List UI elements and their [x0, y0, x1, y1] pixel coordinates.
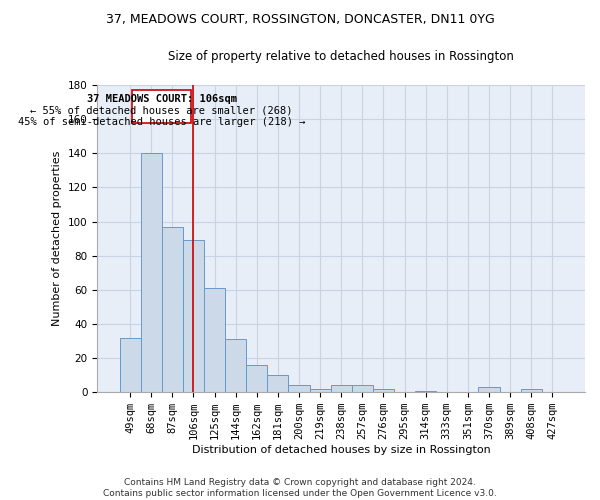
Bar — [478, 387, 500, 392]
Bar — [331, 386, 352, 392]
Text: 37, MEADOWS COURT, ROSSINGTON, DONCASTER, DN11 0YG: 37, MEADOWS COURT, ROSSINGTON, DONCASTER… — [106, 12, 494, 26]
Bar — [162, 226, 183, 392]
Bar — [310, 389, 331, 392]
Text: Contains HM Land Registry data © Crown copyright and database right 2024.
Contai: Contains HM Land Registry data © Crown c… — [103, 478, 497, 498]
Bar — [289, 386, 310, 392]
Title: Size of property relative to detached houses in Rossington: Size of property relative to detached ho… — [168, 50, 514, 63]
Bar — [132, 90, 191, 122]
X-axis label: Distribution of detached houses by size in Rossington: Distribution of detached houses by size … — [192, 445, 491, 455]
Bar — [521, 389, 542, 392]
Text: ← 55% of detached houses are smaller (268): ← 55% of detached houses are smaller (26… — [31, 106, 293, 116]
Bar — [225, 340, 246, 392]
Bar — [246, 365, 267, 392]
Bar — [183, 240, 204, 392]
Bar — [415, 390, 436, 392]
Y-axis label: Number of detached properties: Number of detached properties — [52, 151, 62, 326]
Bar — [204, 288, 225, 392]
Bar — [373, 389, 394, 392]
Text: 37 MEADOWS COURT: 106sqm: 37 MEADOWS COURT: 106sqm — [87, 94, 237, 104]
Bar — [140, 154, 162, 392]
Bar — [267, 375, 289, 392]
Bar — [119, 338, 140, 392]
Bar — [352, 386, 373, 392]
Text: 45% of semi-detached houses are larger (218) →: 45% of semi-detached houses are larger (… — [18, 118, 305, 128]
